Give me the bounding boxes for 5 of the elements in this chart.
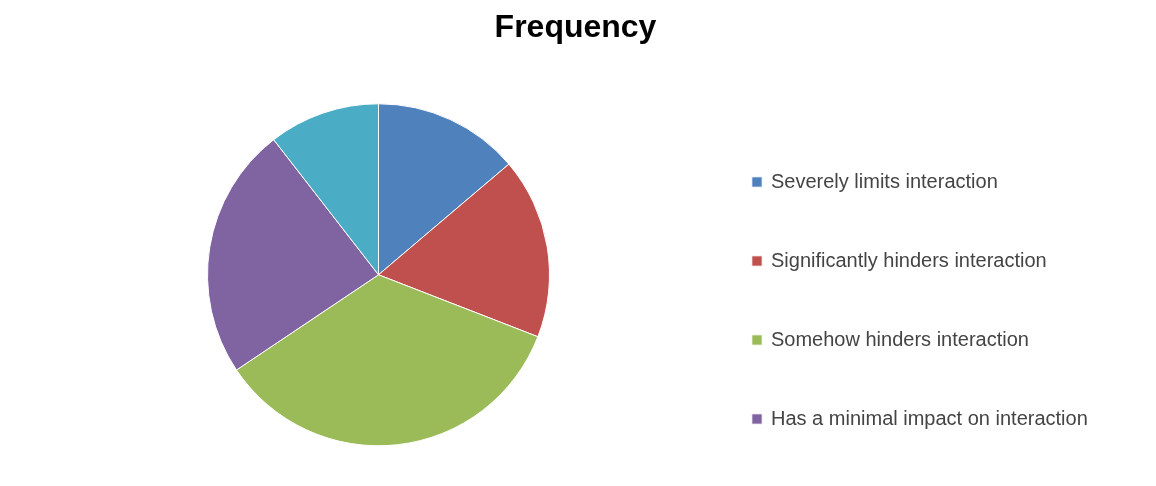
chart-title: Frequency xyxy=(494,7,657,44)
legend-label: Somehow hinders interaction xyxy=(771,328,1029,351)
legend-label: Significantly hinders interaction xyxy=(771,249,1047,272)
legend-label: Severely limits interaction xyxy=(771,170,998,193)
legend-label: Has a minimal impact on interaction xyxy=(771,407,1088,430)
